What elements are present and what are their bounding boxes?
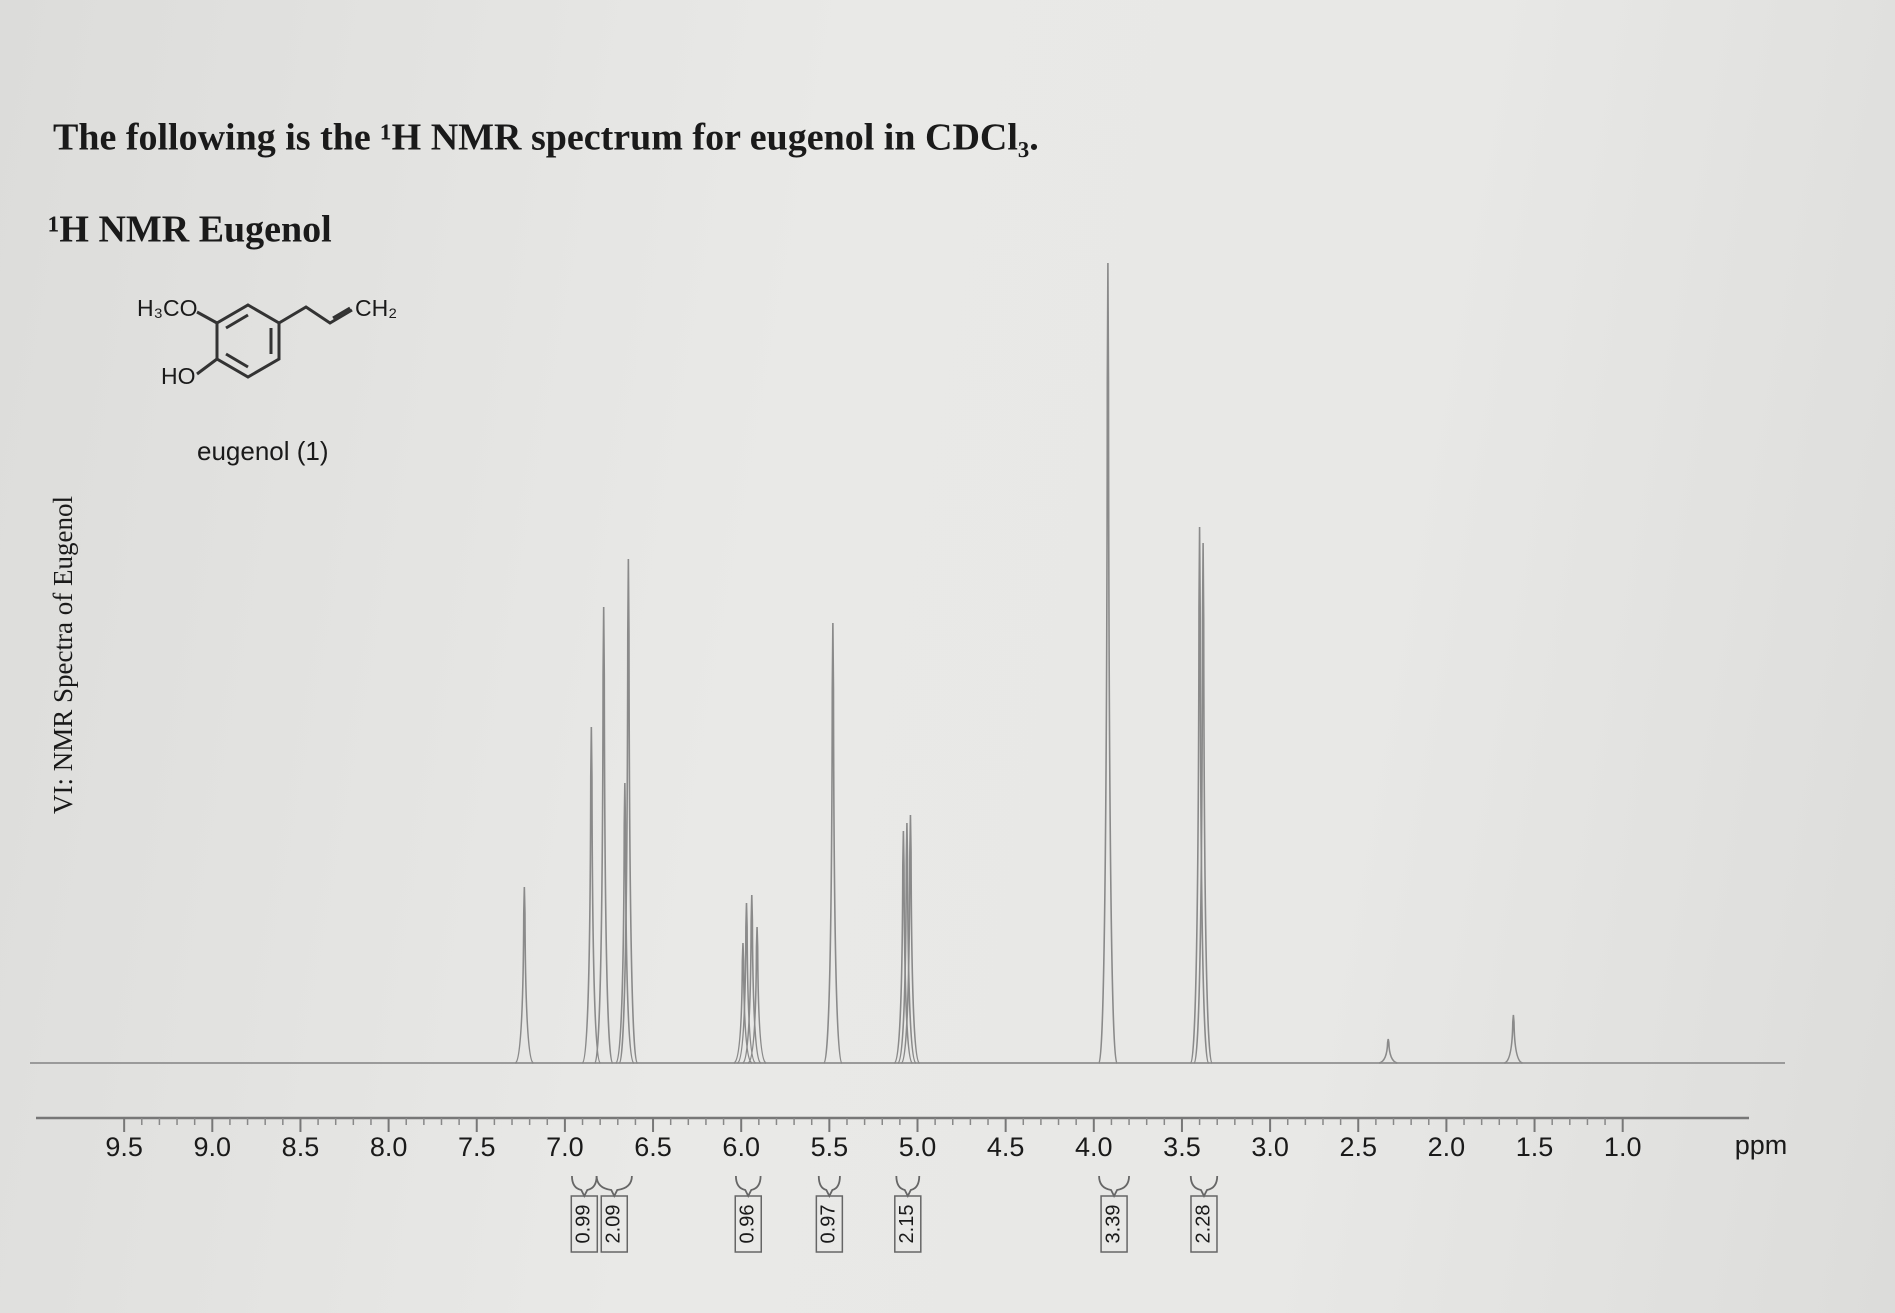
peak (1504, 1014, 1523, 1064)
bond (196, 357, 218, 376)
side-label: VI: NMR Spectra of Eugenol (48, 496, 78, 814)
integral-box (1100, 1195, 1128, 1253)
peak (897, 822, 917, 1064)
integral-box (734, 1195, 763, 1253)
peak (747, 926, 767, 1064)
integral-box (600, 1195, 629, 1253)
integral-label: 3.39 (1102, 1205, 1124, 1244)
peak (618, 558, 639, 1064)
peak (1189, 526, 1210, 1064)
x-tick-label: 2.5 (1339, 1132, 1377, 1162)
integral-bracket (571, 1175, 598, 1199)
x-tick-label: 6.0 (722, 1132, 760, 1162)
x-tick-label: 7.0 (546, 1132, 584, 1162)
peak (823, 622, 843, 1064)
x-tick-label: 9.0 (194, 1132, 232, 1162)
peak (733, 942, 753, 1064)
x-tick-label: 4.0 (1075, 1132, 1113, 1162)
structure-label: H₃CO (137, 295, 197, 321)
x-tick-label: 8.5 (282, 1132, 320, 1162)
x-tick-label: 5.5 (811, 1132, 849, 1162)
chart-title: ¹H NMR Eugenol (48, 209, 332, 251)
integral-bracket (895, 1175, 921, 1199)
structure-caption: eugenol (1) (197, 436, 329, 466)
bond (278, 305, 353, 325)
integral-label: 2.28 (1192, 1205, 1214, 1244)
integral-box (1190, 1195, 1218, 1253)
peak (581, 726, 602, 1064)
integral-bracket (817, 1175, 841, 1199)
x-tick-label: 7.5 (458, 1132, 496, 1162)
integral-box (815, 1195, 844, 1253)
integral-label: 2.09 (603, 1205, 625, 1244)
x-tick-label: 1.0 (1604, 1132, 1642, 1162)
peak (900, 814, 921, 1064)
structure-label: HO (161, 363, 196, 389)
integral-bracket (1098, 1175, 1130, 1199)
x-tick-label: 4.5 (987, 1132, 1025, 1162)
x-tick-label: 1.5 (1516, 1132, 1554, 1162)
peak (742, 894, 762, 1064)
bond (332, 306, 351, 320)
integral-label: 0.96 (737, 1205, 759, 1244)
peak (593, 606, 614, 1064)
integral-bracket (1189, 1175, 1219, 1199)
x-axis-label: ppm (1735, 1130, 1788, 1160)
x-tick-label: 2.0 (1428, 1132, 1466, 1162)
peak (893, 830, 913, 1064)
bond (225, 313, 249, 330)
integral-label: 0.99 (573, 1205, 595, 1244)
x-tick-label: 3.5 (1163, 1132, 1201, 1162)
integral-bracket (735, 1175, 762, 1199)
peak (1378, 1038, 1398, 1064)
integral-box (570, 1195, 599, 1253)
peak (1193, 542, 1213, 1064)
integral-label: 2.15 (896, 1205, 918, 1244)
peak (1098, 262, 1118, 1064)
bond (225, 352, 249, 369)
bond (196, 310, 218, 325)
integral-bracket (595, 1175, 633, 1199)
integral-box (894, 1195, 922, 1253)
peak (514, 886, 534, 1064)
structure (196, 303, 353, 379)
x-tick-label: 6.5 (634, 1132, 672, 1162)
structure-label: CH₂ (355, 295, 397, 321)
x-tick-label: 5.0 (899, 1132, 937, 1162)
x-tick-label: 3.0 (1251, 1132, 1289, 1162)
page-title: The following is the ¹H NMR spectrum for… (53, 117, 1039, 159)
peak (615, 782, 635, 1064)
x-tick-label: 9.5 (105, 1132, 143, 1162)
x-tick-label: 8.0 (370, 1132, 408, 1162)
integral-label: 0.97 (818, 1205, 840, 1244)
peak (736, 902, 757, 1064)
